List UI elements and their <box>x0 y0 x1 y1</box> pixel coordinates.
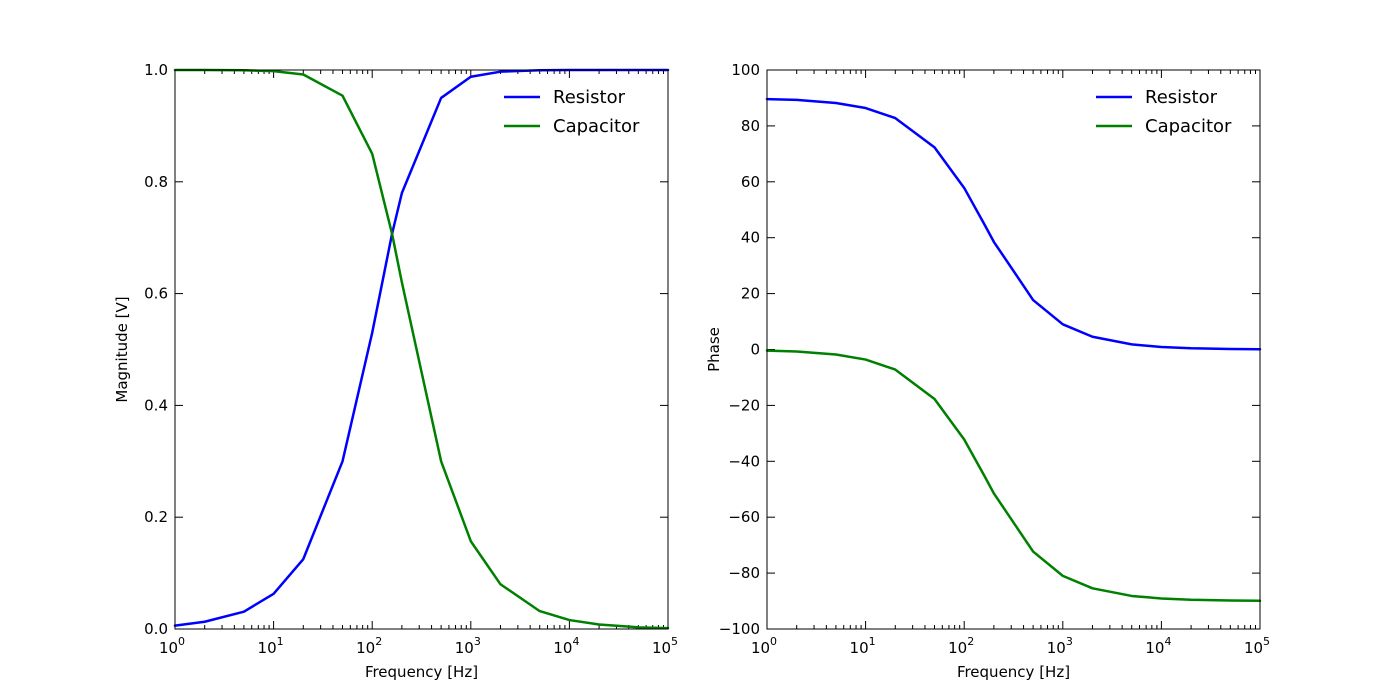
x-tick-base: 10 <box>159 639 178 657</box>
x-tick-exponent: 1 <box>869 635 876 648</box>
x-tick-label: 104 <box>553 635 579 657</box>
y-axis-label: Magnitude [V] <box>113 296 131 402</box>
x-tick-exponent: 4 <box>572 635 579 648</box>
y-tick-label: −20 <box>728 396 760 414</box>
x-tick-label: 105 <box>1244 635 1270 657</box>
x-tick-base: 10 <box>751 639 770 657</box>
series-line-capacitor <box>765 349 1262 603</box>
legend-label: Capacitor <box>553 116 640 137</box>
y-tick-label: 40 <box>741 229 760 247</box>
x-tick-label: 102 <box>356 635 382 657</box>
legend-label: Resistor <box>553 87 626 108</box>
series-line-capacitor <box>173 68 670 630</box>
y-tick-label: 0.6 <box>144 285 168 303</box>
x-tick-label: 100 <box>159 635 185 657</box>
y-tick-label: 0.2 <box>144 508 168 526</box>
x-axis-label: Frequency [Hz] <box>365 663 478 681</box>
x-tick-exponent: 3 <box>474 635 481 648</box>
x-tick-base: 10 <box>1047 639 1066 657</box>
x-axis-label: Frequency [Hz] <box>957 663 1070 681</box>
y-tick-label: 100 <box>731 61 760 79</box>
series-line-resistor <box>765 97 1262 351</box>
y-tick-label: −40 <box>728 452 760 470</box>
plot-frame <box>766 69 1261 630</box>
x-tick-exponent: 2 <box>967 635 974 648</box>
x-tick-base: 10 <box>1244 639 1263 657</box>
x-tick-exponent: 3 <box>1066 635 1073 648</box>
y-tick-label: 1.0 <box>144 61 168 79</box>
x-tick-exponent: 1 <box>277 635 284 648</box>
y-tick-label: 0 <box>750 341 760 359</box>
x-tick-label: 101 <box>850 635 876 657</box>
y-tick-label: 60 <box>741 173 760 191</box>
x-tick-exponent: 5 <box>671 635 678 648</box>
x-tick-base: 10 <box>553 639 572 657</box>
x-tick-base: 10 <box>455 639 474 657</box>
x-tick-base: 10 <box>356 639 375 657</box>
x-tick-base: 10 <box>948 639 967 657</box>
x-tick-label: 104 <box>1145 635 1171 657</box>
series-line-resistor <box>173 68 670 627</box>
y-axis-label: Phase <box>705 327 723 372</box>
y-tick-label: 0.0 <box>144 620 168 638</box>
phase-chart: 100 101 102 103 104 105−100−80−60−40−20020406… <box>705 61 1270 681</box>
y-tick-label: 80 <box>741 117 760 135</box>
y-tick-label: 0.8 <box>144 173 168 191</box>
x-tick-exponent: 4 <box>1164 635 1171 648</box>
y-tick-label: −80 <box>728 564 760 582</box>
plot-frame <box>174 69 669 630</box>
x-tick-label: 100 <box>751 635 777 657</box>
y-tick-label: 20 <box>741 285 760 303</box>
magnitude-chart: 100 101 102 103 104 1050.00.20.40.60.81.0Freq… <box>113 61 678 681</box>
y-tick-label: −100 <box>719 620 760 638</box>
x-tick-base: 10 <box>258 639 277 657</box>
x-tick-exponent: 5 <box>1263 635 1270 648</box>
x-tick-base: 10 <box>1145 639 1164 657</box>
x-tick-label: 102 <box>948 635 974 657</box>
x-tick-label: 101 <box>258 635 284 657</box>
x-tick-exponent: 0 <box>178 635 185 648</box>
x-tick-label: 105 <box>652 635 678 657</box>
x-tick-base: 10 <box>850 639 869 657</box>
legend-label: Capacitor <box>1145 116 1232 137</box>
y-tick-label: 0.4 <box>144 396 168 414</box>
x-tick-label: 103 <box>1047 635 1073 657</box>
x-tick-exponent: 0 <box>770 635 777 648</box>
legend-label: Resistor <box>1145 87 1218 108</box>
x-tick-label: 103 <box>455 635 481 657</box>
x-tick-exponent: 2 <box>375 635 382 648</box>
x-tick-base: 10 <box>652 639 671 657</box>
y-tick-label: −60 <box>728 508 760 526</box>
